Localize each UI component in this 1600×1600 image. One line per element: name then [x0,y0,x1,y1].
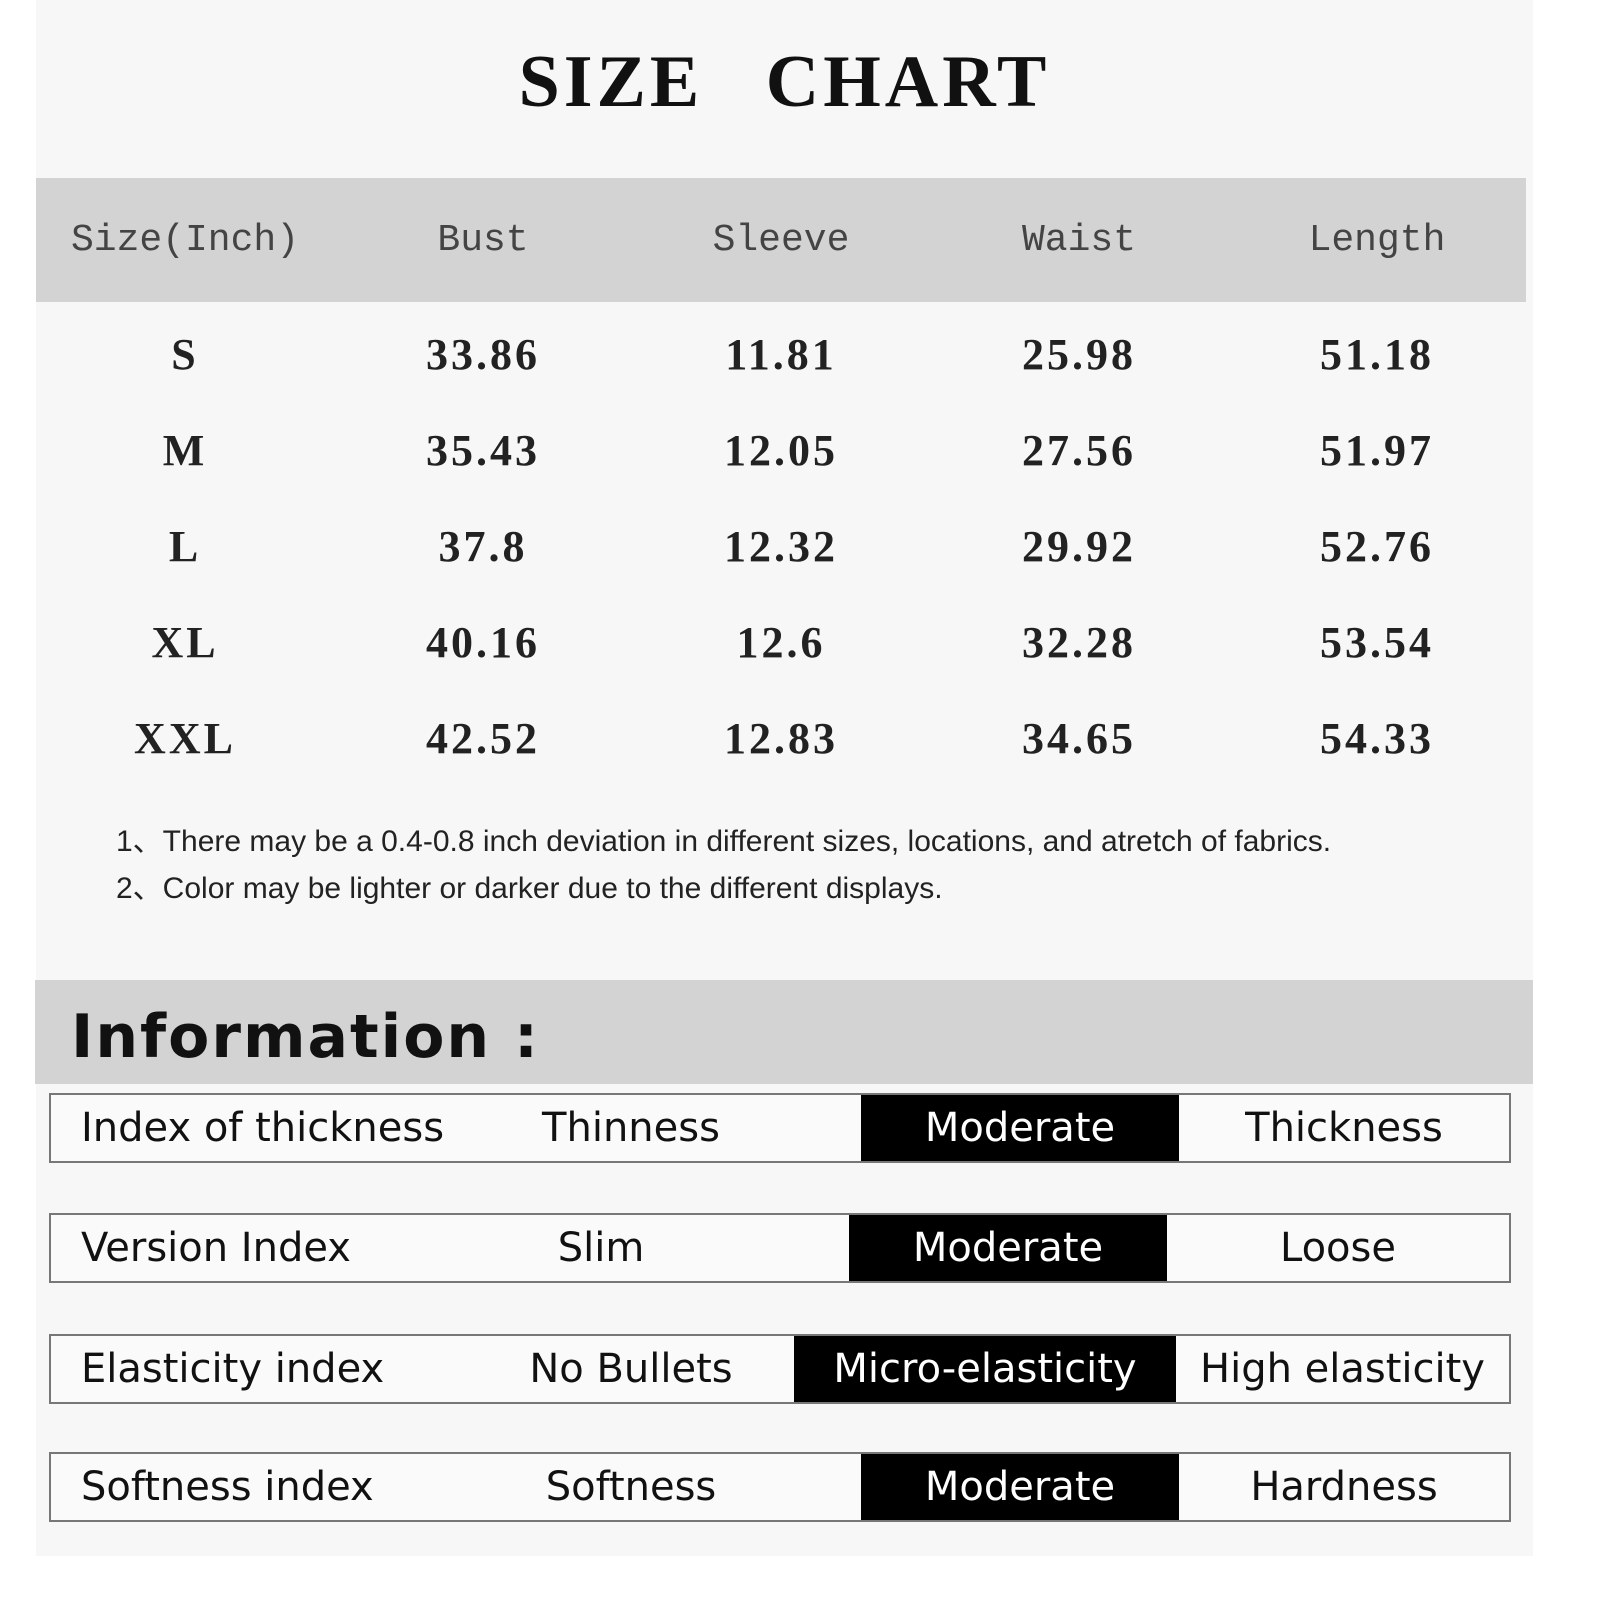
header-size: Size(Inch) [70,218,300,262]
info-label: Index of thickness [81,1105,445,1151]
information-heading: Information : [71,1002,541,1072]
header-sleeve: Sleeve [712,218,850,262]
info-row-version: Version Index Slim Moderate Loose [49,1213,1511,1283]
page-title: SIZE CHART [518,41,1051,123]
cell-length: 53.54 [1320,617,1434,667]
cell-waist: 29.92 [1022,521,1136,571]
info-option-selected: Moderate [861,1454,1179,1520]
cell-sleeve: 12.83 [724,713,838,763]
table-row: XXL 42.52 12.83 34.65 54.33 [36,690,1526,786]
cell-waist: 34.65 [1022,713,1136,763]
cell-size: XXL [134,713,236,763]
cell-size: M [162,425,208,475]
cell-bust: 33.86 [426,329,540,379]
cell-bust: 37.8 [438,521,528,571]
info-option: Loose [1280,1225,1396,1271]
cell-bust: 42.52 [426,713,540,763]
table-header: Size(Inch) Bust Sleeve Waist Length [36,178,1526,302]
cell-waist: 27.56 [1022,425,1136,475]
header-waist: Waist [1021,218,1137,262]
cell-sleeve: 12.6 [736,617,826,667]
info-option-selected: Micro-elasticity [794,1336,1176,1402]
header-length: Length [1308,218,1446,262]
info-row-elasticity: Elasticity index No Bullets Micro-elasti… [49,1334,1511,1404]
info-option: Thinness [542,1105,720,1151]
cell-bust: 40.16 [426,617,540,667]
cell-length: 52.76 [1320,521,1434,571]
cell-waist: 25.98 [1022,329,1136,379]
info-label: Softness index [81,1464,374,1510]
table-row: XL 40.16 12.6 32.28 53.54 [36,594,1526,690]
info-option: High elasticity [1200,1346,1485,1392]
table-row: M 35.43 12.05 27.56 51.97 [36,402,1526,498]
cell-size: S [171,329,199,379]
cell-length: 51.18 [1320,329,1434,379]
info-option: Hardness [1250,1464,1438,1510]
info-option: Slim [557,1225,645,1271]
info-option-selected: Moderate [849,1215,1167,1281]
cell-length: 51.97 [1320,425,1434,475]
info-row-thickness: Index of thickness Thinness Moderate Thi… [49,1093,1511,1163]
info-option-selected: Moderate [861,1095,1179,1161]
info-option: Softness [545,1464,717,1510]
info-option: No Bullets [529,1346,733,1392]
header-bust: Bust [437,218,529,262]
info-label: Version Index [81,1225,351,1271]
cell-size: XL [151,617,219,667]
size-chart-panel: SIZE CHART Size(Inch) Bust Sleeve Waist … [35,0,1533,1556]
note-color: 2、Color may be lighter or darker due to … [116,872,943,905]
info-row-softness: Softness index Softness Moderate Hardnes… [49,1452,1511,1522]
note-deviation: 1、There may be a 0.4-0.8 inch deviation … [116,825,1332,858]
cell-sleeve: 11.81 [725,329,837,379]
table-row: L 37.8 12.32 29.92 52.76 [36,498,1526,594]
cell-sleeve: 12.32 [724,521,838,571]
cell-waist: 32.28 [1022,617,1136,667]
table-row: S 33.86 11.81 25.98 51.18 [36,306,1526,402]
cell-size: L [168,521,202,571]
info-label: Elasticity index [81,1346,385,1392]
information-header: Information : [35,980,1533,1084]
info-option: Thickness [1245,1105,1443,1151]
notes: 1、There may be a 0.4-0.8 inch deviation … [116,818,1331,912]
cell-length: 54.33 [1320,713,1434,763]
cell-sleeve: 12.05 [724,425,838,475]
cell-bust: 35.43 [426,425,540,475]
